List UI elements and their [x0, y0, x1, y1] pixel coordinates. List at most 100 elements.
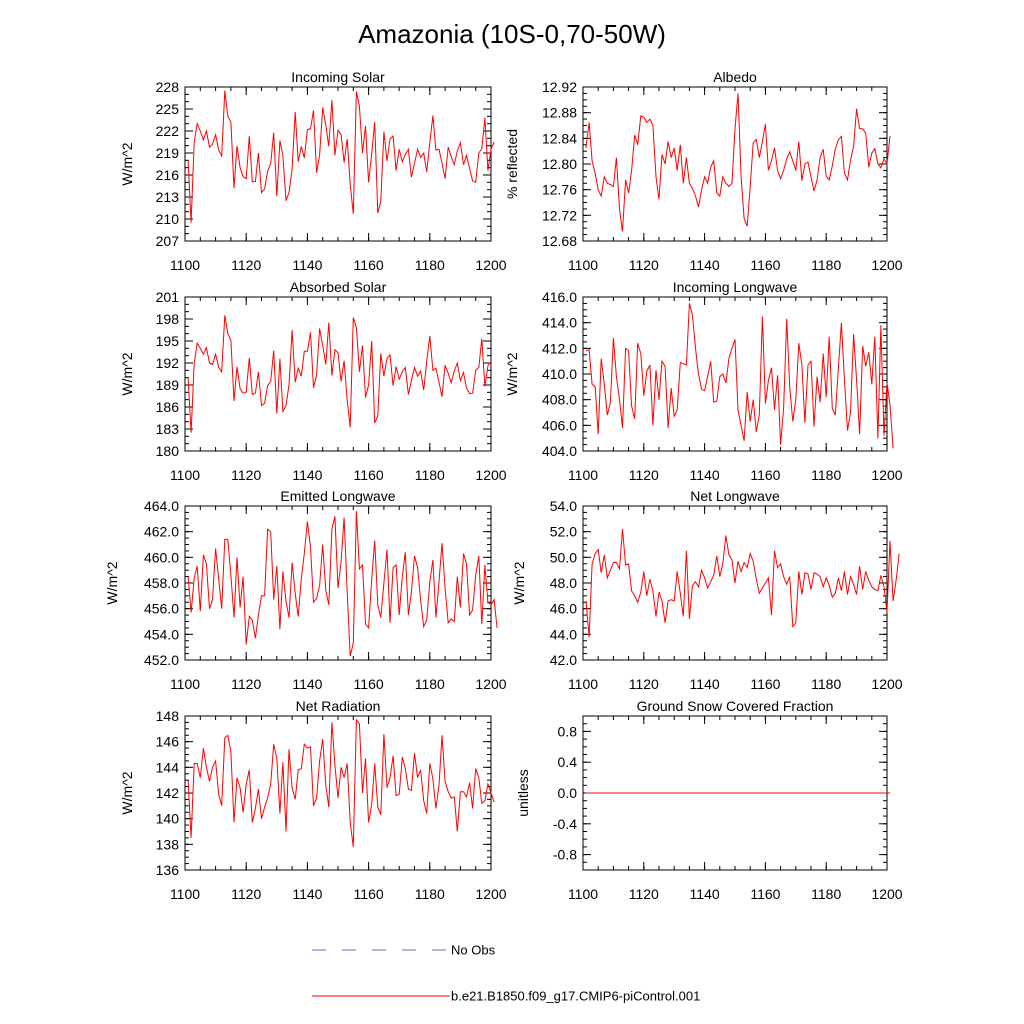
x-tick-label: 1160: [354, 676, 384, 692]
x-tick-label: 1160: [750, 886, 780, 902]
y-axis-label: W/m^2: [119, 142, 135, 185]
panel-1: Incoming Solar W/m^2 1100 1120 1140 1160 1180 1…: [119, 69, 507, 273]
y-tick-label: 412.0: [542, 340, 577, 356]
x-tick-label: 1120: [231, 886, 261, 902]
y-tick-label: 410.0: [542, 366, 577, 382]
x-tick-label: 1120: [629, 886, 659, 902]
x-tick-label: 1180: [415, 467, 445, 483]
y-tick-label: 146: [156, 734, 180, 750]
x-tick-label: 1200: [871, 467, 902, 483]
y-tick-label: 456.0: [144, 601, 179, 617]
panel-7: Net Radiation W/m^2 1100 1120 1140 1160 1180 12…: [119, 698, 507, 902]
panel-6: Net Longwave W/m^2 1100 1120 1140 1160 1180 120…: [511, 488, 903, 692]
x-tick-label: 1160: [354, 257, 384, 273]
y-tick-label: 408.0: [542, 392, 577, 408]
legend: No Obs b.e21.B1850.f09_g17.CMIP6-piContr…: [312, 943, 700, 1004]
x-tick-label: 1180: [415, 676, 445, 692]
x-tick-label: 1180: [811, 257, 841, 273]
x-tick-label: 1100: [568, 467, 598, 483]
x-tick-label: 1200: [871, 676, 902, 692]
x-tick-label: 1180: [415, 257, 445, 273]
x-tick-label: 1180: [811, 467, 841, 483]
series-line: [187, 718, 495, 847]
x-tick-label: 1100: [170, 676, 200, 692]
y-tick-label: 207: [156, 233, 180, 249]
x-tick-label: 1140: [690, 467, 720, 483]
y-tick-label: 452.0: [144, 652, 179, 668]
y-tick-label: 192: [156, 355, 180, 371]
x-tick-label: 1140: [690, 676, 720, 692]
plot-frame: [582, 296, 888, 452]
x-tick-label: 1120: [629, 257, 659, 273]
plot-frame: [184, 86, 492, 242]
x-tick-label: 1160: [750, 467, 780, 483]
plot-frame: [184, 296, 492, 452]
y-tick-label: 144: [156, 759, 180, 775]
y-tick-label: 201: [156, 289, 180, 305]
x-tick-label: 1180: [415, 886, 445, 902]
x-tick-label: 1120: [231, 676, 261, 692]
x-tick-label: 1140: [690, 886, 720, 902]
y-tick-label: 12.80: [542, 156, 577, 172]
y-tick-label: 148: [156, 708, 180, 724]
panel-title: Net Radiation: [296, 698, 381, 714]
panel-title: Absorbed Solar: [290, 279, 387, 295]
y-tick-label: 0.4: [558, 754, 578, 770]
panel-4: Incoming Longwave W/m^2 1100 1120 1140 1160 11…: [504, 279, 903, 483]
panel-title: Incoming Solar: [291, 69, 385, 85]
x-tick-label: 1100: [568, 257, 598, 273]
panels: Incoming Solar W/m^2 1100 1120 1140 1160 1180 1…: [104, 69, 903, 902]
series-line: [187, 511, 498, 657]
x-tick-label: 1200: [475, 257, 506, 273]
y-axis-label: W/m^2: [104, 561, 120, 604]
y-tick-label: 140: [156, 811, 180, 827]
x-tick-label: 1120: [629, 467, 659, 483]
figure-title: Amazonia (10S-0,70-50W): [358, 19, 666, 49]
x-tick-label: 1140: [690, 257, 720, 273]
y-tick-label: 46.0: [550, 601, 577, 617]
y-tick-label: 136: [156, 862, 180, 878]
legend-label-no-obs: No Obs: [451, 943, 496, 958]
x-tick-label: 1100: [170, 257, 200, 273]
panel-3: Absorbed Solar W/m^2 1100 1120 1140 1160 1180 1…: [119, 279, 507, 483]
y-tick-label: 138: [156, 836, 180, 852]
panel-8: Ground Snow Covered Fraction unitless 1100…: [515, 698, 903, 902]
panel-title: Emitted Longwave: [280, 488, 395, 504]
series-line: [585, 529, 900, 637]
y-axis-label: % reflected: [504, 129, 520, 199]
y-tick-label: 416.0: [542, 289, 577, 305]
y-axis-label: unitless: [515, 769, 531, 816]
x-tick-label: 1100: [170, 886, 200, 902]
series-line: [585, 93, 891, 232]
y-tick-label: 142: [156, 785, 180, 801]
y-tick-label: 0.8: [558, 723, 578, 739]
x-tick-label: 1120: [231, 467, 261, 483]
series-line: [187, 90, 495, 223]
y-tick-label: 219: [156, 145, 180, 161]
x-tick-label: 1140: [292, 467, 322, 483]
y-tick-label: 414.0: [542, 315, 577, 331]
y-tick-label: 50.0: [550, 549, 577, 565]
x-tick-label: 1100: [568, 676, 598, 692]
y-tick-label: 12.88: [542, 105, 577, 121]
y-tick-label: -0.8: [553, 847, 577, 863]
y-tick-label: 213: [156, 189, 180, 205]
x-tick-label: 1120: [629, 676, 659, 692]
x-tick-label: 1180: [811, 886, 841, 902]
series-line: [187, 315, 492, 433]
y-tick-label: 222: [156, 123, 180, 139]
series-line: [585, 303, 894, 449]
x-tick-label: 1140: [292, 886, 322, 902]
y-tick-label: 216: [156, 167, 180, 183]
y-tick-label: 12.92: [542, 79, 577, 95]
x-tick-label: 1140: [292, 676, 322, 692]
x-tick-label: 1160: [354, 886, 384, 902]
y-tick-label: 180: [156, 443, 180, 459]
y-tick-label: 186: [156, 399, 180, 415]
x-tick-label: 1120: [231, 257, 261, 273]
y-axis-label: W/m^2: [504, 352, 520, 395]
x-tick-label: 1160: [750, 676, 780, 692]
y-tick-label: 195: [156, 333, 180, 349]
x-tick-label: 1160: [354, 467, 384, 483]
